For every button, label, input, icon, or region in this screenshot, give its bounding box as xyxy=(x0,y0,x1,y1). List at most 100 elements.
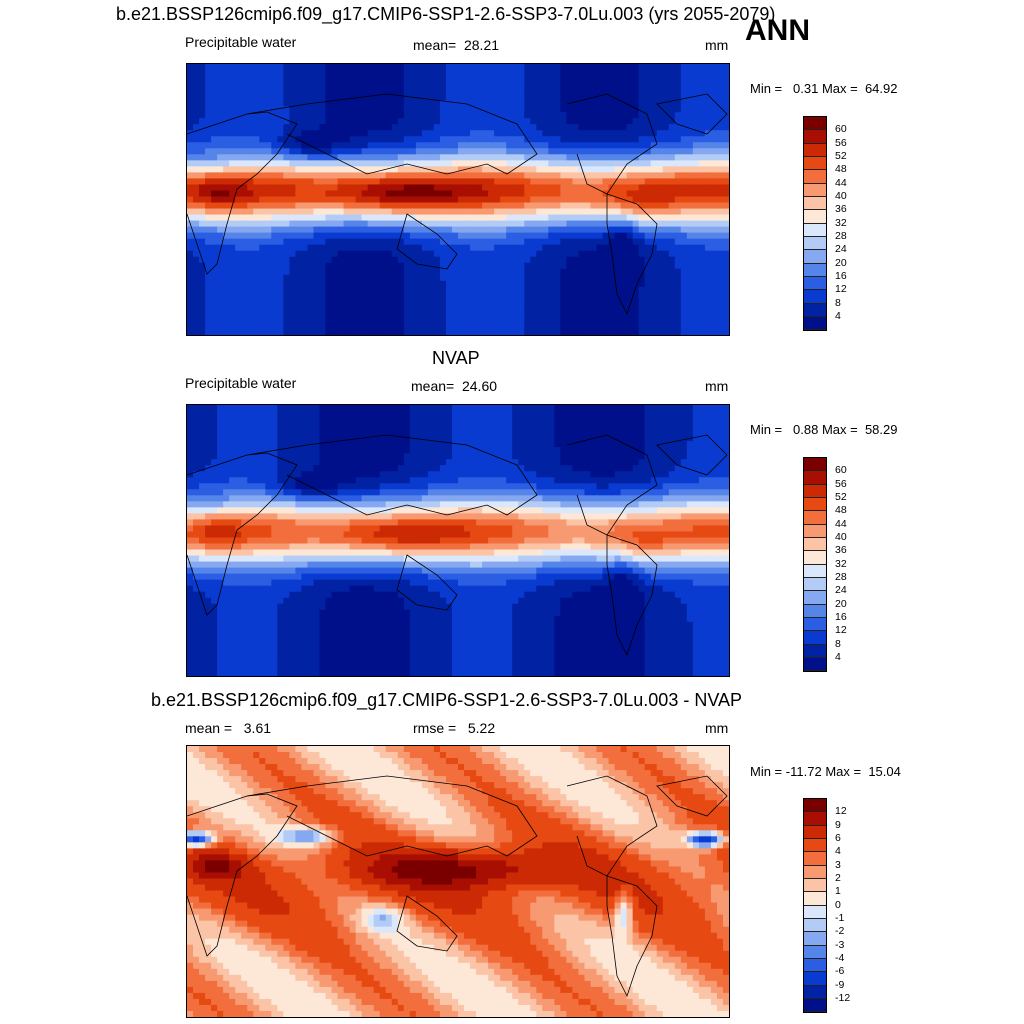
panel1-units: mm xyxy=(705,37,729,53)
panel3-max-value: 15.04 xyxy=(868,764,901,779)
panel3-rmse-value: 5.22 xyxy=(467,720,496,736)
coastline xyxy=(246,93,538,175)
colorbar-tick-label: -9 xyxy=(835,978,845,991)
panel3-mean: mean = 3.61 xyxy=(185,720,271,736)
colorbar-swatch xyxy=(804,263,826,277)
colorbar-swatch xyxy=(804,236,826,251)
colorbar-tick-label: 36 xyxy=(835,203,847,216)
colorbar-tick-label: 52 xyxy=(835,490,847,503)
coastline xyxy=(566,775,658,877)
panel1-min-value: 0.31 xyxy=(793,81,819,96)
colorbar-tick-label: 16 xyxy=(835,269,847,282)
colorbar-tick-label: 9 xyxy=(835,818,841,831)
colorbar-swatch xyxy=(804,290,826,304)
colorbar-swatch xyxy=(804,316,826,331)
panel3-min-value: -11.72 xyxy=(785,764,822,779)
coastline xyxy=(396,213,458,270)
colorbar-tick-label: 2 xyxy=(835,871,841,884)
panel2-mean: mean= 24.60 xyxy=(411,378,497,394)
panel1-variable: Precipitable water xyxy=(185,34,297,50)
colorbar-tick-label: 36 xyxy=(835,544,847,557)
colorbar-swatch xyxy=(804,497,826,512)
panel2-max-label: Max = xyxy=(821,422,858,437)
colorbar-tick-label: 32 xyxy=(835,216,847,229)
panel2-mean-value: 24.60 xyxy=(461,378,498,394)
colorbar-tick-label: 12 xyxy=(835,624,847,637)
colorbar-swatch xyxy=(804,170,826,184)
panel1-mean-value: 28.21 xyxy=(463,37,500,53)
panel3-rmse-label: rmse = xyxy=(413,720,457,736)
panel3-field xyxy=(187,746,729,1017)
panel2-mean-label: mean= xyxy=(411,378,455,394)
season-label: ANN xyxy=(745,14,810,47)
colorbar-swatch xyxy=(804,631,826,645)
colorbar-tick-label: 28 xyxy=(835,570,847,583)
colorbar-swatch xyxy=(804,838,826,853)
colorbar-tick-label: 4 xyxy=(835,309,841,322)
colorbar-swatch xyxy=(804,303,826,317)
panel3-min-label: Min = xyxy=(750,764,783,779)
colorbar-swatch xyxy=(804,250,826,264)
coastline xyxy=(606,534,658,657)
colorbar-swatch xyxy=(804,210,826,224)
colorbar-tick-label: 60 xyxy=(835,464,847,477)
panel2-field xyxy=(187,405,729,676)
colorbar-tick-label: 28 xyxy=(835,229,847,242)
colorbar-swatch xyxy=(804,972,826,986)
colorbar-tick-label: 44 xyxy=(835,517,847,530)
panel3-units: mm xyxy=(705,720,729,736)
colorbar-tick-label: -4 xyxy=(835,951,845,964)
colorbar-swatch xyxy=(804,577,826,592)
colorbar-swatch xyxy=(804,985,826,999)
colorbar-swatch xyxy=(804,551,826,565)
coastline xyxy=(246,775,538,857)
colorbar-swatch xyxy=(804,471,826,485)
colorbar-tick-label: 40 xyxy=(835,530,847,543)
coastline xyxy=(566,434,658,536)
colorbar-tick-label: 0 xyxy=(835,898,841,911)
colorbar-swatch xyxy=(804,892,826,906)
panel1-colorbar: 60 56 52 48 44 40 36 32 28 24 20 16 12 8 4 xyxy=(803,116,873,332)
colorbar-tick-label: 56 xyxy=(835,136,847,149)
colorbar-tick-label: -2 xyxy=(835,925,845,938)
colorbar-swatch xyxy=(804,223,826,237)
panel3-max-label: Max = xyxy=(825,764,862,779)
colorbar-tick-label: 20 xyxy=(835,597,847,610)
panel1-map xyxy=(186,63,730,336)
colorbar-swatch xyxy=(804,878,826,893)
figure-title: b.e21.BSSP126cmip6.f09_g17.CMIP6-SSP1-2.… xyxy=(116,4,776,24)
colorbar-tick-label: 60 xyxy=(835,123,847,136)
panel2-units: mm xyxy=(705,378,729,394)
colorbar-swatch xyxy=(804,458,826,472)
colorbar-tick-label: 32 xyxy=(835,557,847,570)
colorbar-swatch xyxy=(804,196,826,211)
colorbar-tick-label: 12 xyxy=(835,805,847,818)
panel3-map xyxy=(186,745,730,1018)
colorbar-swatch xyxy=(804,604,826,618)
panel2-min-label: Min = xyxy=(750,422,783,437)
colorbar-swatch xyxy=(804,945,826,959)
colorbar-tick-label: 4 xyxy=(835,650,841,663)
panel1-field xyxy=(187,64,729,335)
colorbar-swatches xyxy=(803,798,827,1014)
colorbar-tick-label: 1 xyxy=(835,885,841,898)
colorbar-tick-label: 24 xyxy=(835,243,847,256)
colorbar-swatch xyxy=(804,591,826,605)
colorbar-swatch xyxy=(804,905,826,919)
colorbar-tick-label: 48 xyxy=(835,504,847,517)
colorbar-swatch xyxy=(804,958,826,973)
colorbar-swatch xyxy=(804,117,826,131)
colorbar-tick-label: 4 xyxy=(835,845,841,858)
colorbar-tick-label: 3 xyxy=(835,858,841,871)
colorbar-tick-label: 8 xyxy=(835,296,841,309)
colorbar-swatch xyxy=(804,812,826,826)
panel1-mean: mean= 28.21 xyxy=(413,37,499,53)
colorbar-tick-label: 44 xyxy=(835,176,847,189)
colorbar-swatch xyxy=(804,484,826,498)
colorbar-swatch xyxy=(804,657,826,672)
colorbar-swatch xyxy=(804,156,826,171)
coastline xyxy=(396,554,458,611)
panel2-variable: Precipitable water xyxy=(185,375,297,391)
panel3-mean-label: mean = xyxy=(185,720,233,736)
colorbar-tick-label: 48 xyxy=(835,163,847,176)
